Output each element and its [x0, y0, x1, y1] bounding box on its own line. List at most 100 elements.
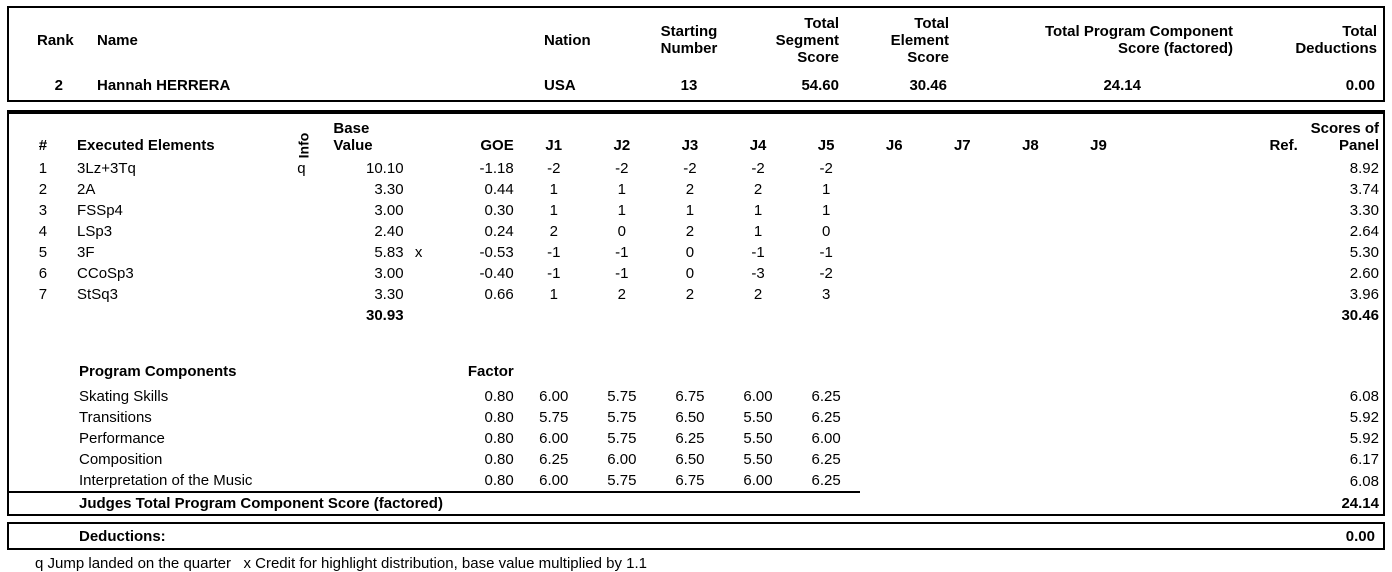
element-panel-score: 2.60: [1349, 265, 1379, 282]
component-panel-score: 6.17: [1349, 451, 1379, 468]
element-base-value: 5.83: [374, 244, 404, 261]
element-base-value: 3.30: [374, 181, 404, 198]
judge7-header: J7: [953, 137, 971, 154]
element-row: 7 StSq3 3.30 0.66 1 2 2 2 3 3.96: [9, 284, 1383, 305]
element-panel-score: 3.74: [1349, 181, 1379, 198]
element-panel-score: 8.92: [1349, 160, 1379, 177]
info-header-label: Info: [294, 132, 311, 159]
rank-value: 2: [54, 77, 63, 94]
judge-score: 2: [549, 223, 558, 240]
element-goe: 0.30: [484, 202, 514, 219]
competitor-summary-table: Rank Name Nation Starting Number Total S…: [9, 8, 1383, 100]
factor-header: Factor: [467, 363, 514, 380]
component-row: Skating Skills 0.80 6.00 5.75 6.75 6.00 …: [9, 386, 1383, 407]
judge-score: 0: [685, 244, 695, 261]
judge-score: 2: [685, 223, 695, 240]
goe-header: GOE: [480, 137, 514, 154]
total-program-component-header: Total Program Component Score (factored): [1044, 23, 1233, 57]
judge-score: 2: [685, 181, 695, 198]
components-total-row: Judges Total Program Component Score (fa…: [9, 491, 1383, 514]
judge-score: 6.25: [811, 409, 841, 426]
element-number: 2: [38, 181, 48, 198]
judge-score: 6.50: [675, 451, 705, 468]
starting-number-value: 13: [680, 77, 698, 94]
total-deductions-header: Total Deductions: [1295, 23, 1377, 57]
element-goe: -0.53: [479, 244, 514, 261]
element-info: [287, 200, 315, 221]
component-factor: 0.80: [484, 451, 514, 468]
element-name: 2A: [77, 181, 96, 198]
judge5-header: J5: [817, 137, 835, 154]
component-row: Transitions 0.80 5.75 5.75 6.50 5.50 6.2…: [9, 407, 1383, 428]
nation-header: Nation: [544, 31, 591, 49]
element-name: CCoSp3: [77, 265, 134, 282]
component-factor: 0.80: [484, 430, 514, 447]
element-credit-marker: [404, 284, 434, 305]
element-row: 3 FSSp4 3.00 0.30 1 1 1 1 1 3.30: [9, 200, 1383, 221]
element-name: FSSp4: [77, 202, 123, 219]
judge-score: 6.25: [811, 472, 841, 489]
judge-score: 6.25: [675, 430, 705, 447]
summary-header-row: Rank Name Nation Starting Number Total S…: [9, 8, 1383, 72]
component-name: Skating Skills: [79, 388, 169, 405]
component-row: Interpretation of the Music 0.80 6.00 5.…: [9, 470, 1383, 492]
judge-score: -1: [547, 265, 561, 282]
element-panel-score: 5.30: [1349, 244, 1379, 261]
elements-header-row: # Executed Elements Info Base Value GOE …: [9, 114, 1383, 158]
total-segment-score-value: 54.60: [801, 77, 839, 94]
element-base-value: 3.00: [374, 202, 404, 219]
element-credit-marker: [404, 200, 434, 221]
element-ref: [1133, 158, 1298, 179]
judge3-header: J3: [681, 137, 699, 154]
judge8-header: J8: [1022, 137, 1039, 154]
judge-score: 5.75: [607, 409, 637, 426]
judge-score: -2: [819, 160, 833, 177]
component-name: Transitions: [79, 409, 152, 426]
judge-score: 2: [617, 286, 627, 303]
element-credit-marker: [404, 221, 434, 242]
judge-score: -2: [751, 160, 765, 177]
judge-score: 2: [753, 181, 763, 198]
judge-score: 6.75: [675, 472, 705, 489]
judge-score: -2: [547, 160, 561, 177]
deductions-row: Deductions: 0.00: [9, 524, 1383, 548]
element-name: 3F: [77, 244, 95, 261]
program-components-title: Program Components: [79, 363, 237, 380]
judge-score: 0: [617, 223, 627, 240]
judge-score: 5.75: [539, 409, 569, 426]
components-total-value: 24.14: [1341, 494, 1379, 512]
total-segment-score-header: Total Segment Score: [775, 14, 839, 66]
component-panel-score: 6.08: [1349, 472, 1379, 490]
judge-score: 1: [617, 202, 627, 219]
element-panel-score: 3.96: [1349, 286, 1379, 303]
element-credit-marker: [404, 263, 434, 284]
element-name: StSq3: [77, 286, 118, 303]
judge-score: 1: [753, 223, 763, 240]
component-factor: 0.80: [484, 388, 514, 405]
element-goe: -1.18: [479, 160, 514, 177]
judge-score: 1: [549, 181, 558, 198]
credit-column-header: [404, 114, 434, 158]
judge-score: 1: [821, 202, 831, 219]
competitor-summary-box: Rank Name Nation Starting Number Total S…: [7, 6, 1385, 102]
component-panel-score: 5.92: [1349, 430, 1379, 447]
judge-score: -3: [751, 265, 765, 282]
element-credit-marker: x: [414, 244, 423, 261]
judge-score: 1: [821, 181, 831, 198]
element-ref: [1133, 221, 1298, 242]
total-element-score: 30.46: [1341, 307, 1379, 324]
executed-elements-header: Executed Elements: [77, 137, 215, 154]
skater-name: Hannah HERRERA: [97, 77, 231, 94]
judge-score: 6.00: [539, 388, 569, 405]
judge-score: -1: [615, 265, 629, 282]
judge-score: -1: [615, 244, 629, 261]
element-info: [287, 221, 315, 242]
judge6-header: J6: [885, 137, 903, 154]
number-header: #: [38, 137, 48, 154]
element-number: 6: [38, 265, 48, 282]
element-name: LSp3: [77, 223, 113, 240]
judge-score: -1: [547, 244, 561, 261]
element-info: q: [297, 160, 306, 177]
judge-score: 6.25: [539, 451, 569, 468]
